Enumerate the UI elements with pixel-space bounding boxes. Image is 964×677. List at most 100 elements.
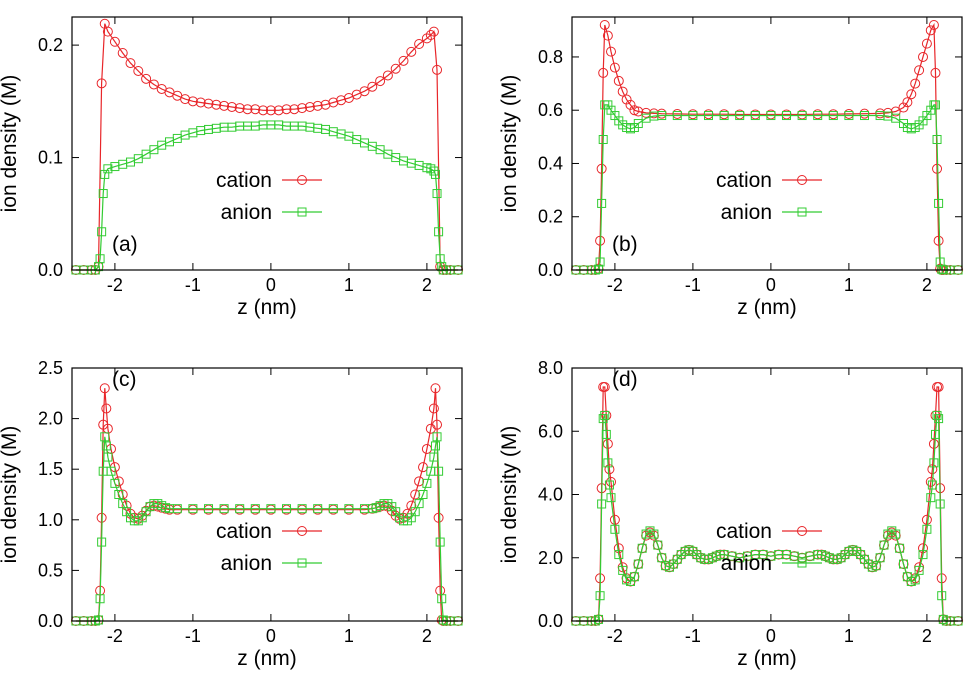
anion-line	[575, 104, 959, 271]
cation-point	[99, 383, 110, 394]
cation-point	[219, 100, 230, 111]
cation-point	[621, 94, 632, 105]
x-axis-label: z (nm)	[737, 647, 797, 670]
cation-point	[428, 26, 439, 37]
cation-point	[928, 438, 939, 449]
x-tick-label: 1	[844, 626, 854, 646]
anion-point	[94, 615, 104, 625]
y-tick-label: 4.0	[538, 485, 563, 505]
y-tick-label: 0.5	[38, 560, 63, 580]
anion-point	[934, 198, 944, 208]
y-tick-label: 0.2	[38, 35, 63, 55]
anion-point	[432, 432, 442, 442]
anion-point	[429, 452, 439, 462]
anion-point	[601, 429, 611, 439]
cation-point	[242, 104, 253, 115]
legend-label-anion: anion	[721, 552, 772, 575]
panel-label: (c)	[112, 368, 137, 391]
anion-point	[282, 504, 291, 514]
cation-point	[606, 46, 616, 57]
x-tick-label: 0	[266, 626, 276, 646]
anion-point	[735, 111, 745, 121]
anion-point	[649, 529, 659, 539]
legend-marker-cation	[297, 175, 307, 185]
anion-point	[595, 591, 605, 601]
legend-label-cation: cation	[716, 520, 772, 543]
cation-point	[148, 79, 159, 90]
y-tick-label: 1.5	[38, 459, 63, 479]
anion-point	[429, 166, 439, 176]
anion-point	[910, 575, 920, 585]
cation-point	[930, 67, 941, 78]
cation-point	[425, 29, 436, 40]
legend-marker-anion	[797, 558, 807, 568]
anion-point	[828, 111, 838, 121]
cation-point	[921, 38, 932, 49]
cation-point	[898, 102, 909, 113]
anion-point	[618, 565, 628, 575]
x-tick-label: 0	[766, 275, 776, 295]
anion-point	[235, 504, 245, 514]
panel-b: 0.0 0.2 0.4 0.6 0.8 -2 -1 0 1 2 z (nm) ion density …	[498, 16, 964, 319]
anion-point	[657, 111, 667, 121]
cation-point	[382, 70, 393, 81]
anion-point	[797, 111, 807, 121]
anion-point	[653, 540, 663, 550]
panel-d: 0.0 2.0 4.0 6.0 8.0 -2 -1 0 1 2 z (nm) ion density …	[498, 358, 964, 670]
cation-point	[410, 489, 421, 500]
cation-point	[406, 46, 417, 57]
cation-point	[414, 38, 425, 49]
y-tick-label: 0.0	[538, 611, 563, 631]
x-tick-label: -1	[185, 626, 201, 646]
cation-point	[141, 73, 152, 84]
anion-point	[100, 169, 110, 179]
anion-point	[103, 164, 113, 174]
anion-point	[426, 164, 436, 174]
y-axis-label: ion density (M)	[0, 426, 21, 564]
anion-point	[435, 537, 445, 547]
anion-point	[929, 458, 939, 468]
legend-label-anion: anion	[221, 201, 272, 224]
legend-label-cation: cation	[716, 169, 772, 192]
y-tick-label: 0.4	[538, 153, 563, 173]
cation-point	[133, 65, 144, 76]
cation-point	[598, 67, 609, 78]
anion-point	[434, 466, 444, 476]
cation-point	[312, 100, 323, 111]
legend-marker-anion	[297, 207, 307, 217]
x-axis-label: z (nm)	[237, 296, 297, 319]
anion-point	[434, 227, 444, 237]
cation-point	[617, 86, 628, 97]
panel-label: (d)	[612, 368, 638, 391]
cation-point	[921, 514, 932, 525]
anion-point	[600, 410, 610, 420]
cation-point	[273, 105, 284, 116]
cation-point	[432, 64, 443, 75]
cation-point	[629, 105, 640, 116]
anion-point	[935, 499, 945, 509]
x-tick-label: 0	[766, 626, 776, 646]
anion-point	[926, 493, 936, 503]
cation-point	[606, 476, 616, 487]
anion-point	[95, 594, 105, 604]
cation-point	[297, 103, 308, 114]
cation-point	[336, 95, 347, 106]
cation-point	[367, 81, 378, 92]
x-tick-label: -1	[185, 275, 201, 295]
x-tick-label: -2	[607, 275, 623, 295]
x-tick-label: 2	[922, 275, 932, 295]
cation-point	[918, 51, 928, 62]
anion-point	[938, 614, 948, 624]
anion-point	[879, 540, 889, 550]
anion-point	[101, 441, 111, 451]
anion-point	[688, 111, 698, 121]
anion-point	[172, 504, 182, 514]
anion-point	[438, 615, 448, 625]
legend-label-anion: anion	[221, 552, 272, 575]
panel-label: (a)	[112, 233, 138, 256]
cation-point	[359, 86, 370, 97]
x-tick-label: -2	[607, 626, 623, 646]
legend-marker-anion	[797, 207, 807, 217]
anion-point	[891, 529, 901, 539]
anion-point	[932, 410, 942, 420]
